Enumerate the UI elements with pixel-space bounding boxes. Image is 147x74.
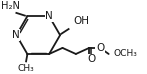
Text: OCH₃: OCH₃ [113, 50, 137, 58]
Text: O: O [96, 43, 104, 53]
Text: N: N [45, 11, 53, 21]
Text: OH: OH [74, 16, 89, 26]
Text: O: O [87, 54, 95, 64]
Text: H₂N: H₂N [1, 1, 20, 11]
Text: CH₃: CH₃ [18, 64, 34, 73]
Text: N: N [12, 30, 20, 40]
